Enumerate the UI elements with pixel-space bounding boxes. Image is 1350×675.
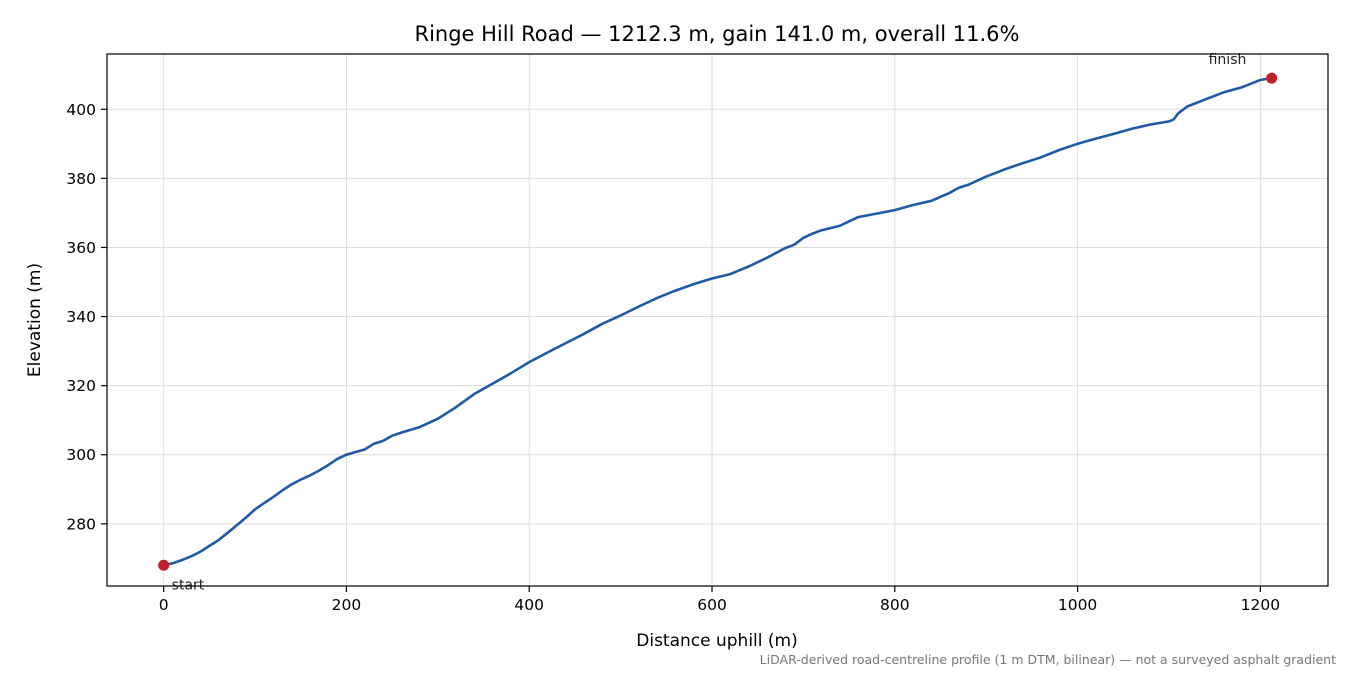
x-tick-label: 400: [514, 596, 544, 614]
finish-label: finish: [1209, 52, 1247, 68]
plot-frame: [106, 53, 1329, 587]
axis-ticks: 0 200 400 600 800 1000 1200 280 300 320 340 360 380 4…: [66, 101, 1280, 614]
y-tick-label: 340: [66, 308, 96, 326]
x-tick-label: 0: [159, 596, 169, 614]
x-tick-label: 800: [880, 596, 910, 614]
x-axis-label: Distance uphill (m): [636, 631, 797, 651]
markers: start finish: [158, 52, 1278, 593]
footnote: LiDAR-derived road-centreline profile (1…: [760, 652, 1336, 667]
y-axis-label: Elevation (m): [25, 263, 45, 377]
x-tick-label: 200: [332, 596, 362, 614]
x-tick-label: 600: [697, 596, 727, 614]
x-tick-label: 1000: [1058, 596, 1097, 614]
grid: [107, 54, 1328, 586]
start-marker: [158, 559, 170, 571]
x-tick-label: 1200: [1241, 596, 1280, 614]
finish-marker: [1266, 72, 1278, 84]
y-tick-label: 380: [66, 170, 96, 188]
y-tick-label: 300: [66, 446, 96, 464]
y-tick-label: 400: [66, 101, 96, 119]
elevation-profile-line: [163, 76, 1272, 567]
y-tick-label: 320: [66, 377, 96, 395]
y-tick-label: 360: [66, 239, 96, 257]
start-label: start: [172, 577, 205, 593]
chart-title: Ringe Hill Road — 1212.3 m, gain 141.0 m…: [414, 22, 1019, 46]
y-tick-label: 280: [66, 515, 96, 533]
